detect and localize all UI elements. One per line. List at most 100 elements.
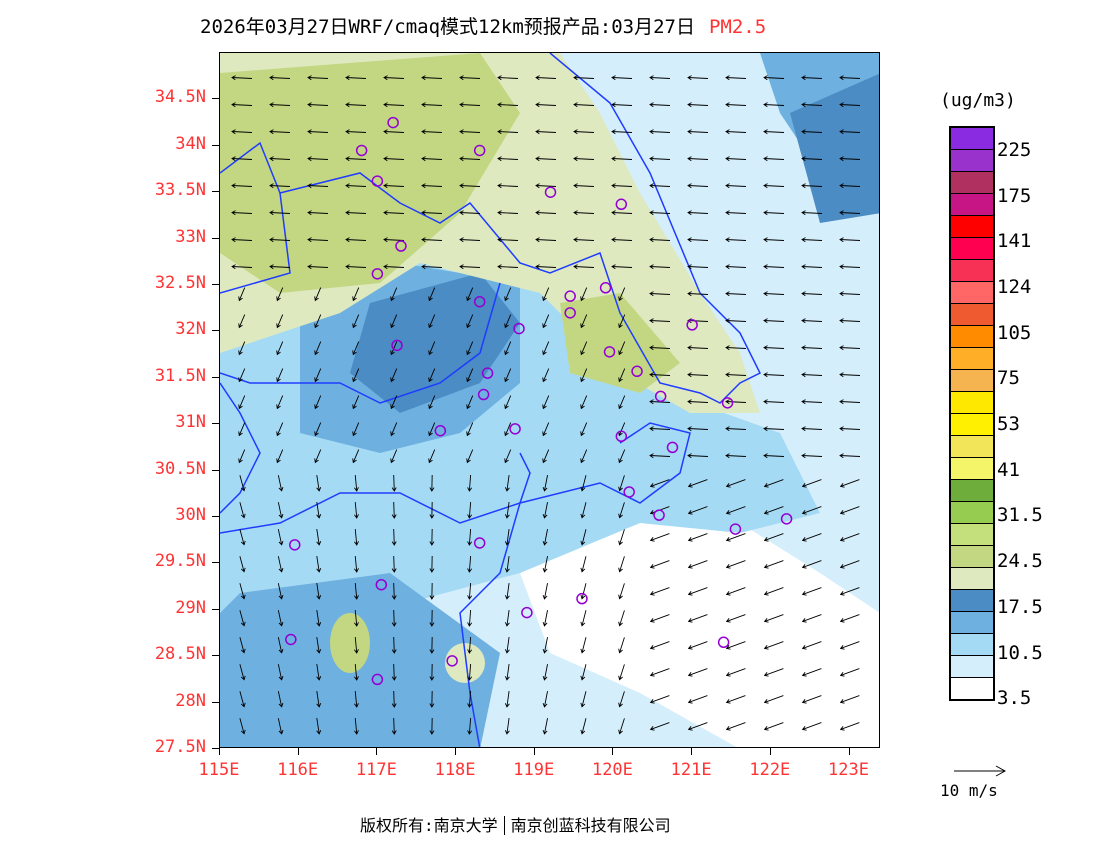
wind-arrow [542,314,550,329]
wind-arrow [238,368,246,383]
wind-arrow [307,129,329,135]
wind-arrow [649,453,671,459]
wind-arrow [542,368,550,383]
wind-arrow [277,583,284,600]
wind-arrow [542,610,548,627]
wind-arrow [383,129,405,135]
colorbar [949,126,995,701]
colorbar-swatch [951,194,993,216]
wind-arrow [725,264,747,270]
lon-tick [455,748,457,755]
wind-arrow [725,695,746,704]
colorbar-label: 41 [997,458,1020,481]
wind-arrow [839,722,860,731]
wind-arrow [277,637,284,654]
wind-arrow [687,291,709,297]
colorbar-swatch [951,150,993,172]
wind-arrow [354,474,359,492]
wind-arrow [763,345,785,351]
wind-arrow [801,722,822,731]
wind-arrow [428,314,436,329]
wind-arrow [277,556,284,573]
city-marker [477,388,490,401]
lat-tick [212,284,219,285]
wind-arrow [429,717,435,735]
wind-arrow [542,529,548,546]
wind-arrow [580,718,587,735]
wind-arrow [238,449,246,464]
colorbar-swatch [951,480,993,502]
wind-arrow [649,318,671,324]
lat-tick [212,469,219,471]
colorbar-label: 75 [997,367,1020,390]
wind-arrow [504,395,512,410]
wind-arrow [542,583,548,600]
wind-arrow [839,695,860,704]
wind-arrow [504,422,512,437]
city-marker [434,424,447,437]
wind-arrow [391,501,397,519]
wind-arrow [801,75,823,81]
wind-arrow [316,556,322,573]
wind-arrow [649,426,671,432]
wind-arrow [687,614,708,623]
wind-arrow [504,556,510,573]
wind-arrow [467,609,473,627]
wind-arrow [354,555,359,573]
wind-arrow [239,556,246,573]
wind-arrow [504,287,512,302]
wind-arrow [276,287,284,302]
wind-arrow [467,690,473,708]
wind-arrow [307,75,329,81]
wind-arrow [649,695,670,704]
wind-arrow [763,722,784,731]
wind-arrow [687,399,709,405]
wind-arrow [801,426,823,432]
wind-arrow [580,691,587,708]
wind-arrow [839,479,860,488]
city-marker [780,513,793,525]
lat-label: 31N [175,412,206,433]
wind-arrow [535,264,557,270]
wind-arrow [687,587,708,596]
wind-arrow [763,668,784,677]
wind-arrow [839,129,861,135]
wind-arrow [354,501,359,519]
wind-arrow [801,183,823,189]
wind-arrow [542,449,550,464]
wind-arrow [466,314,474,329]
wind-arrow [687,479,708,488]
colorbar-unit: (ug/m3) [940,90,1016,111]
wind-arrow [725,641,746,650]
wind-arrow [535,129,557,135]
colorbar-swatch [951,678,993,699]
wind-arrow [573,102,595,108]
lon-label: 120E [591,760,633,780]
wind-arrow [391,690,397,708]
wind-arrow [421,156,443,162]
wind-arrow [391,582,397,600]
city-marker [395,240,407,252]
wind-arrow [383,183,405,189]
wind-arrow [763,318,785,324]
lat-tick [212,655,219,657]
province-border [220,422,691,747]
wind-arrow [314,449,322,464]
wind-arrow [352,368,360,383]
wind-arrow [383,264,405,270]
city-marker [623,486,635,498]
wind-arrow [504,529,510,546]
wind-arrow [725,183,747,189]
wind-arrow [390,422,398,437]
colorbar-swatch [951,326,993,348]
wind-arrow [725,668,746,677]
lat-tick [212,562,219,564]
wind-arrow [687,722,708,731]
wind-arrow [466,341,474,356]
wind-arrow [687,695,708,704]
lon-tick [376,748,378,755]
wind-arrow [580,529,587,546]
wind-arrow [725,533,746,542]
city-marker [371,175,384,187]
wind-arrow [239,610,246,627]
